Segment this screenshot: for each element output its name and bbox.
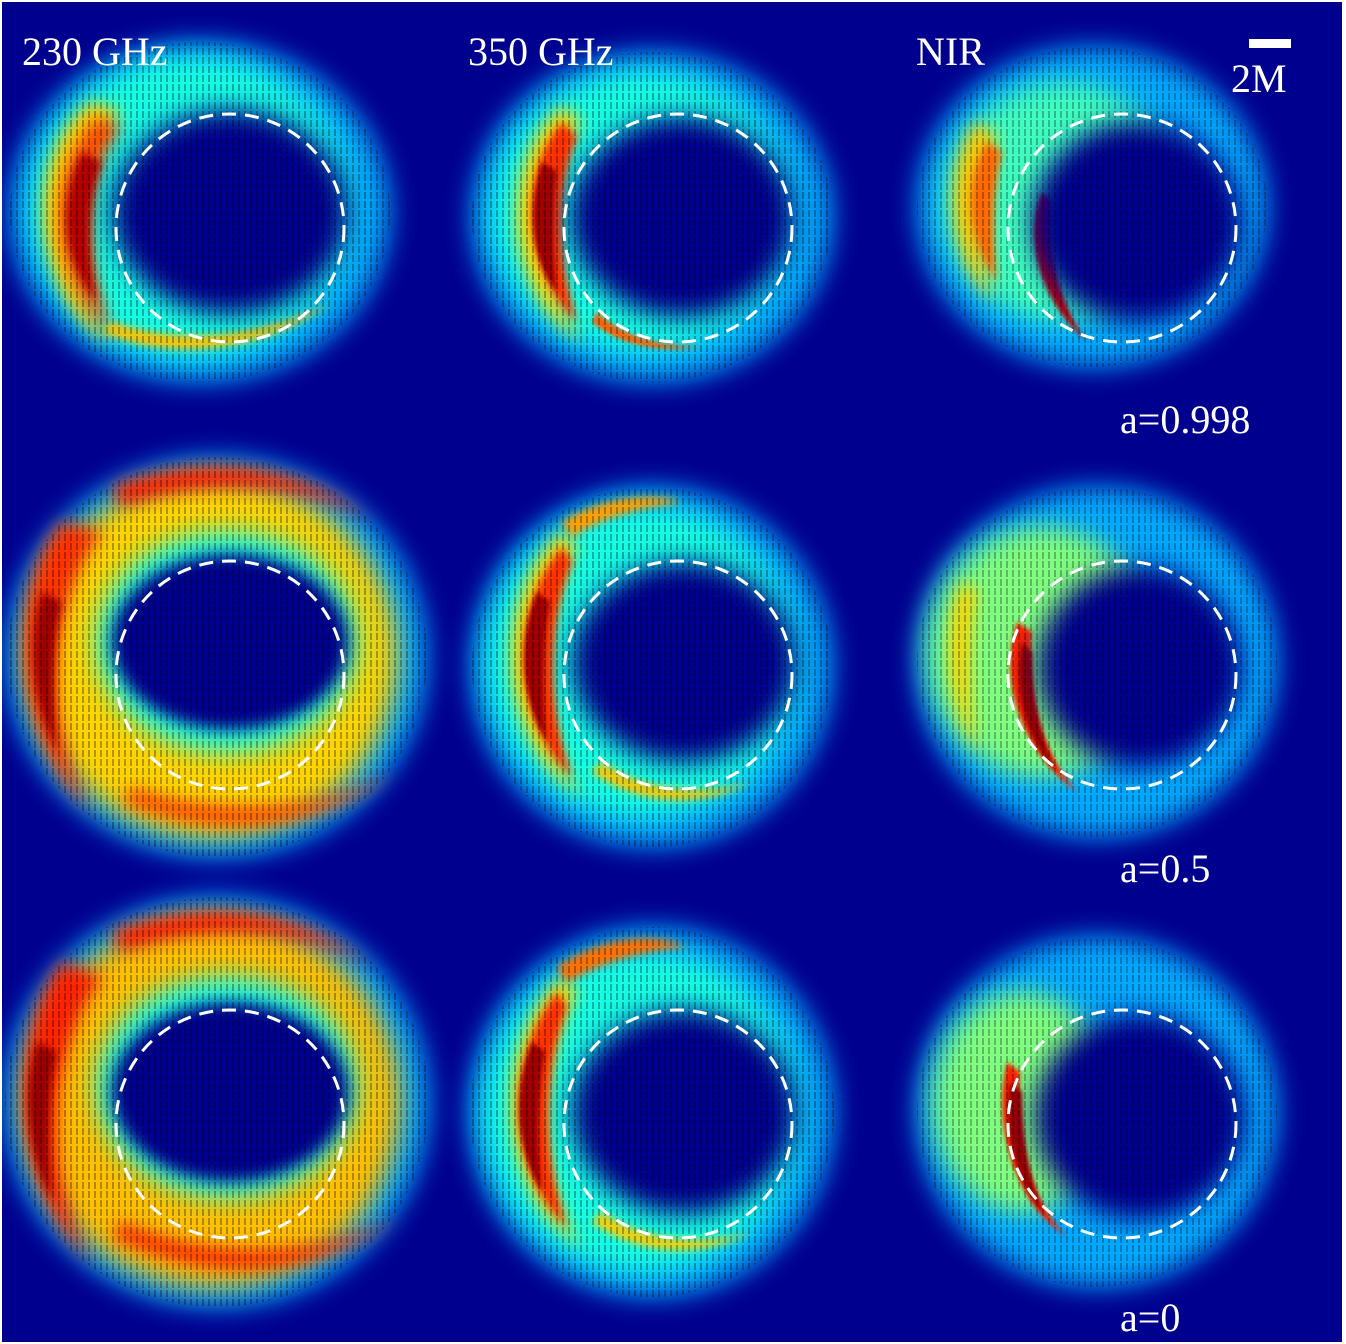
scale-bar-label: 2M — [1231, 56, 1287, 101]
panel-230ghz-a0 — [5, 897, 429, 1307]
row-label-spin-05: a=0.5 — [1120, 846, 1211, 891]
row-label-spin-0: a=0 — [1120, 1295, 1181, 1340]
panel-nir-a0 — [917, 937, 1277, 1287]
panel-230ghz-a0998 — [10, 42, 390, 382]
column-label-230ghz: 230 GHz — [22, 29, 168, 74]
row-label-spin-0998: a=0.998 — [1120, 397, 1251, 442]
scale-bar — [1249, 39, 1291, 48]
column-label-350ghz: 350 GHz — [468, 29, 614, 74]
panel-350ghz-a0998 — [472, 52, 832, 382]
panel-nir-a05 — [917, 487, 1277, 837]
panel-350ghz-a0 — [470, 927, 834, 1297]
panel-nir-a0998 — [917, 47, 1267, 367]
panel-350ghz-a05 — [472, 487, 832, 847]
panel-230ghz-a05 — [7, 457, 427, 857]
column-label-nir: NIR — [916, 29, 985, 74]
